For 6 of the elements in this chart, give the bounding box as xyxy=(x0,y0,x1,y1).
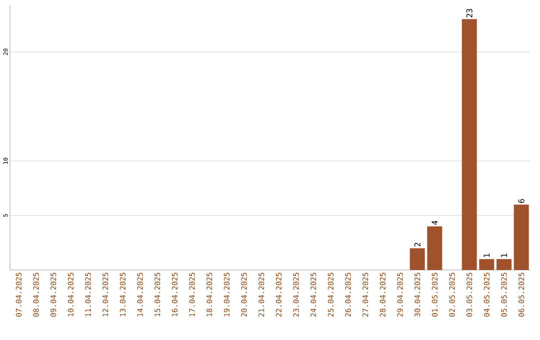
bar xyxy=(479,259,494,270)
bar xyxy=(514,204,529,270)
bar xyxy=(496,259,512,270)
bar xyxy=(462,19,477,270)
bar xyxy=(410,248,425,270)
bar xyxy=(427,226,442,270)
